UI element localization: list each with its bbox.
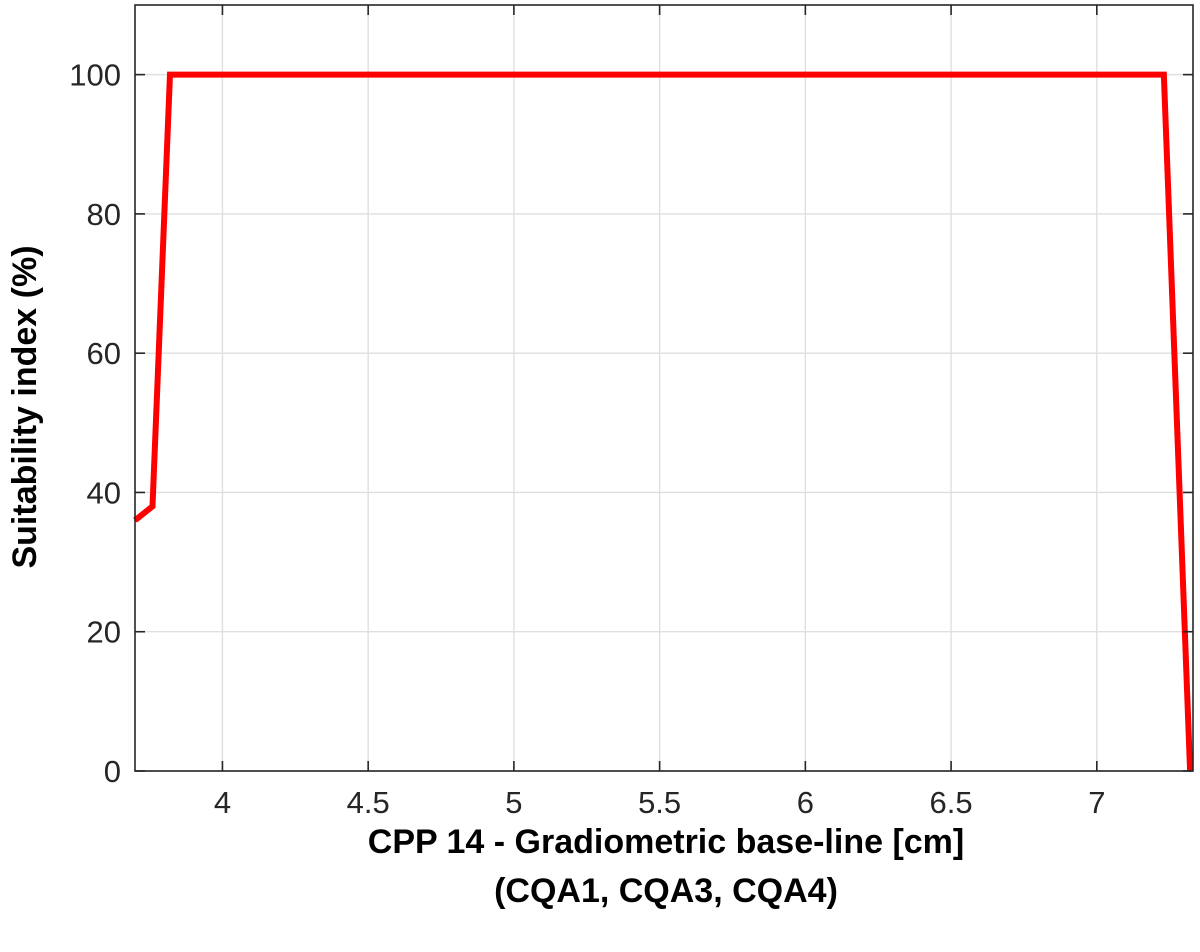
x-tick-label: 7 [1088, 785, 1105, 820]
series-line [133, 71, 1194, 772]
x-tick-label: 4.5 [347, 785, 390, 820]
y-tick-label: 80 [87, 197, 121, 232]
grid-lines [135, 5, 1193, 772]
y-tick-label: 100 [69, 58, 121, 93]
x-tick-label: 4 [214, 785, 231, 820]
y-tick-label: 40 [87, 475, 121, 510]
y-axis-label: Suitability index (%) [6, 245, 44, 568]
x-axis-label: CPP 14 - Gradiometric base-line [cm] [368, 823, 964, 861]
y-tick-label: 0 [104, 754, 121, 789]
x-tick-label: 6.5 [930, 785, 973, 820]
y-tick-label: 20 [87, 615, 121, 650]
axes [134, 4, 1194, 772]
plot-frame [134, 4, 1194, 772]
x-tick-label: 5.5 [638, 785, 681, 820]
x-tick-label: 5 [505, 785, 522, 820]
y-tick-labels: 0 20 40 60 80 100 [69, 58, 121, 789]
x-axis-label-line2: (CQA1, CQA3, CQA4) [494, 872, 838, 910]
x-tick-labels: 4 4.5 5 5.5 6 6.5 7 [214, 785, 1106, 820]
series-layer [133, 71, 1194, 772]
y-tick-label: 60 [87, 336, 121, 371]
x-tick-label: 6 [797, 785, 814, 820]
